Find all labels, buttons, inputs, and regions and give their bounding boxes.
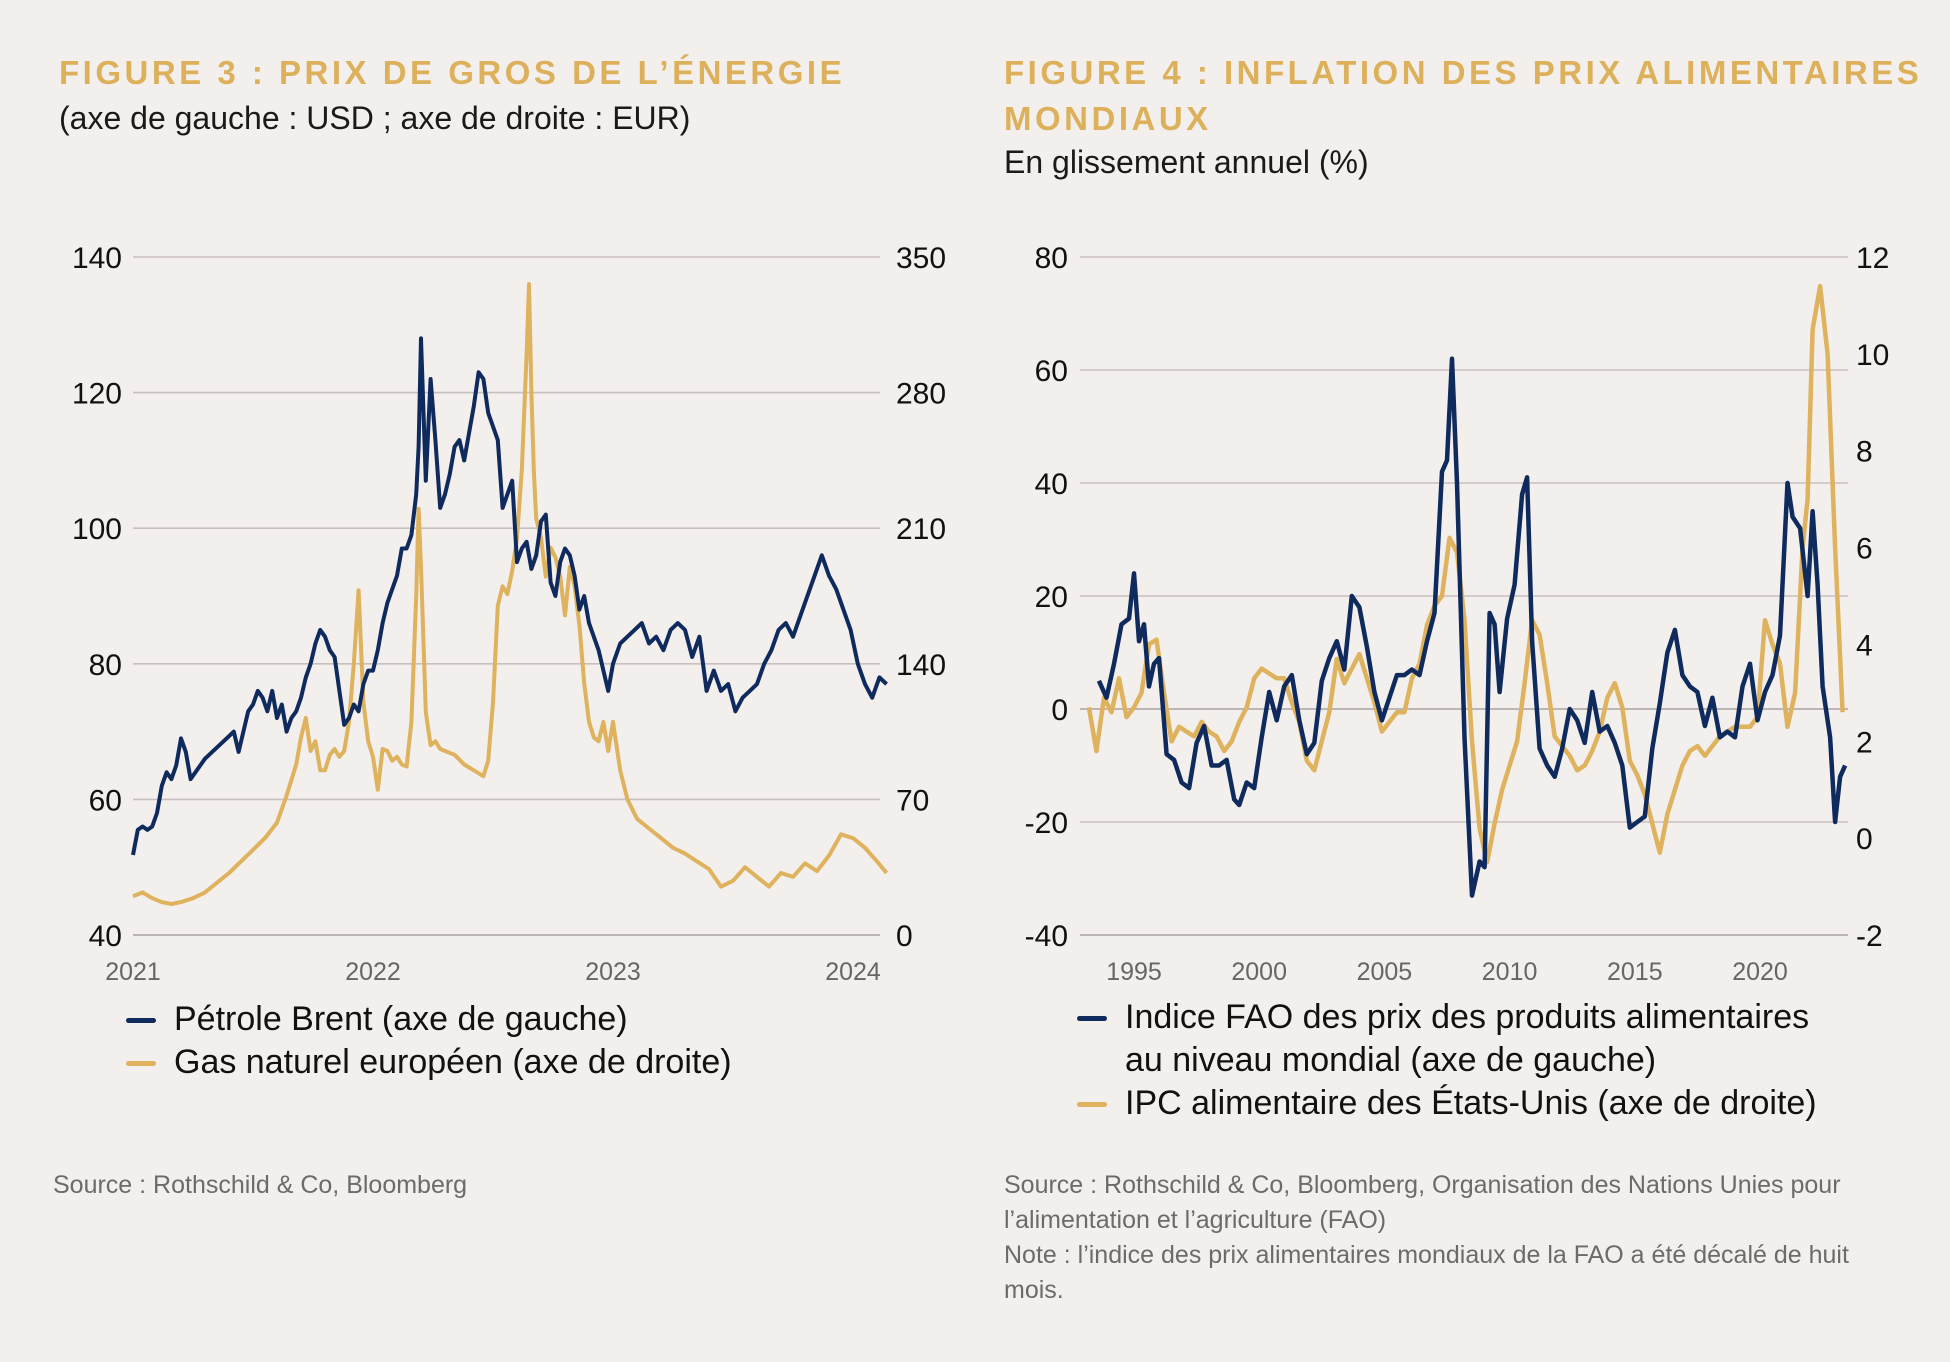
- y2-tick-label: 0: [896, 920, 913, 953]
- legend-swatch-navy: [1077, 1016, 1107, 1021]
- y-tick-label: 100: [72, 513, 122, 546]
- legend-label-cpi: IPC alimentaire des États-Unis (axe de d…: [1125, 1084, 1817, 1122]
- figure4-title-line2: MONDIAUX: [1004, 100, 1212, 137]
- y-tick-label: 40: [1035, 468, 1068, 501]
- x-tick-label: 2021: [105, 958, 161, 986]
- y-tick-label: 0: [1051, 694, 1068, 727]
- legend-item-gas: Gas naturel européen (axe de droite): [126, 1041, 732, 1084]
- y2-tick-label: 210: [896, 513, 946, 546]
- figure4-note-line2: mois.: [1004, 1276, 1064, 1304]
- figure3-subtitle: (axe de gauche : USD ; axe de droite : E…: [59, 100, 691, 136]
- y2-tick-label: 70: [896, 784, 929, 817]
- y2-tick-label: 8: [1856, 436, 1873, 469]
- y2-tick-label: 280: [896, 378, 946, 411]
- y-tick-label: 80: [1035, 242, 1068, 275]
- legend-item-cpi: IPC alimentaire des États-Unis (axe de d…: [1077, 1082, 1817, 1125]
- y-tick-label: 140: [72, 242, 122, 275]
- legend-item-fao: Indice FAO des prix des produits aliment…: [1077, 996, 1817, 1039]
- x-tick-label: 2024: [825, 958, 881, 986]
- legend-swatch-gold: [126, 1061, 156, 1066]
- figure4-title-line1: FIGURE 4 : INFLATION DES PRIX ALIMENTAIR…: [1004, 54, 1923, 91]
- y2-tick-label: 4: [1856, 629, 1873, 662]
- chart-1: 40 60 80 100 120 140 0 70 140 210 280 350 2021 2022 20…: [72, 242, 946, 986]
- x-tick-label: 2005: [1357, 958, 1413, 986]
- x-tick-label: 2000: [1231, 958, 1287, 986]
- y-tick-label: 80: [89, 649, 122, 682]
- figure3-source: Source : Rothschild & Co, Bloomberg: [53, 1171, 468, 1199]
- y-tick-label: -20: [1025, 807, 1068, 840]
- x-tick-label: 2010: [1482, 958, 1538, 986]
- y2-tick-label: 6: [1856, 533, 1873, 566]
- x-tick-label: 2023: [585, 958, 641, 986]
- y-tick-label: 60: [89, 784, 122, 817]
- y2-tick-label: 12: [1856, 242, 1889, 275]
- legend-swatch-gold: [1077, 1102, 1107, 1107]
- y2-tick-label: 10: [1856, 339, 1889, 372]
- y-tick-label: 120: [72, 378, 122, 411]
- legend-swatch-navy: [126, 1018, 156, 1023]
- series-line-navy: [131, 336, 888, 856]
- legend-label-gas: Gas naturel européen (axe de droite): [174, 1043, 732, 1081]
- figure3-title: FIGURE 3 : PRIX DE GROS DE L’ÉNERGIE: [59, 54, 846, 91]
- x-tick-label: 2015: [1607, 958, 1663, 986]
- y2-tick-label: -2: [1856, 920, 1883, 953]
- figure4-source-line1: Source : Rothschild & Co, Bloomberg, Org…: [1004, 1171, 1841, 1199]
- legend-label-fao-line2: au niveau mondial (axe de gauche): [1125, 1041, 1657, 1079]
- x-tick-label: 2020: [1732, 958, 1788, 986]
- y-tick-label: 60: [1035, 355, 1068, 388]
- y2-tick-label: 350: [896, 242, 946, 275]
- y2-tick-label: 2: [1856, 726, 1873, 759]
- figure4-source-line2: l’alimentation et l’agriculture (FAO): [1004, 1206, 1387, 1234]
- figure4-source: Source : Rothschild & Co, Bloomberg, Org…: [1004, 1168, 1849, 1308]
- x-tick-label: 2022: [345, 958, 401, 986]
- series-line-navy: [1096, 356, 1848, 898]
- legend-item-fao-cont: au niveau mondial (axe de gauche): [1077, 1039, 1817, 1082]
- legend-label-brent: Pétrole Brent (axe de gauche): [174, 1000, 628, 1038]
- figure4-legend: Indice FAO des prix des produits aliment…: [1077, 996, 1817, 1125]
- series-line-gold: [132, 282, 889, 906]
- y-tick-label: 40: [89, 920, 122, 953]
- y2-tick-label: 140: [896, 649, 946, 682]
- figure3-legend: Pétrole Brent (axe de gauche) Gas nature…: [126, 998, 732, 1084]
- y-tick-label: -40: [1025, 920, 1068, 953]
- legend-label-fao-line1: Indice FAO des prix des produits aliment…: [1125, 998, 1810, 1036]
- y-tick-label: 20: [1035, 581, 1068, 614]
- figure4-note-line1: Note : l’indice des prix alimentaires mo…: [1004, 1241, 1849, 1269]
- legend-item-brent: Pétrole Brent (axe de gauche): [126, 998, 732, 1041]
- figure4-subtitle: En glissement annuel (%): [1004, 144, 1369, 180]
- y2-tick-label: 0: [1856, 823, 1873, 856]
- x-tick-label: 1995: [1106, 958, 1162, 986]
